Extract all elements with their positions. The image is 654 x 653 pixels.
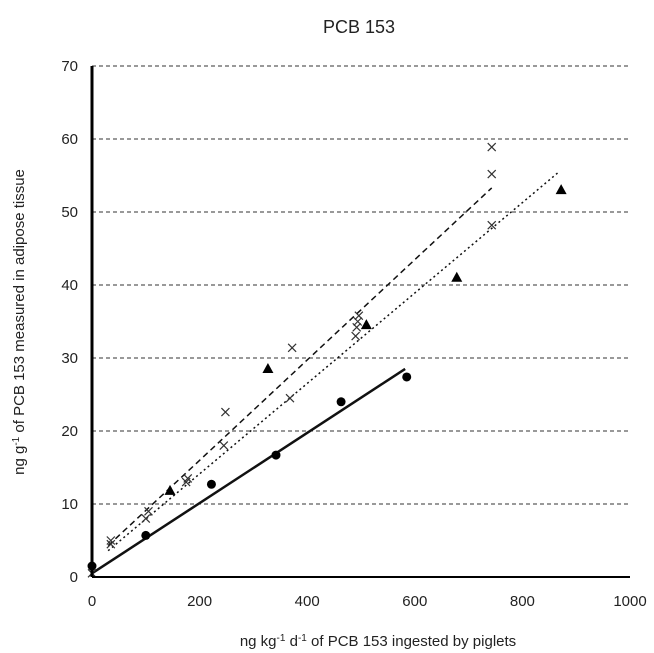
cross-point — [219, 441, 229, 451]
cross-point — [351, 331, 361, 341]
trend-lines — [91, 171, 560, 575]
y-tick-label: 50 — [61, 204, 78, 221]
y-tick-label: 70 — [61, 58, 78, 75]
x-tick-label: 600 — [402, 593, 427, 610]
triangle-point — [555, 184, 567, 195]
cross-point — [487, 142, 497, 152]
triangle-point — [360, 319, 372, 330]
y-axis-label: ng g-1 of PCB 153 measured in adipose ti… — [11, 169, 29, 475]
triangle-point — [451, 271, 463, 282]
circle-point — [141, 530, 151, 540]
x-tick-label: 400 — [295, 593, 320, 610]
x-tick-label: 0 — [88, 593, 96, 610]
cross-point — [183, 474, 193, 483]
trend-line-dashed — [107, 187, 493, 547]
gridlines — [92, 65, 630, 505]
cross-point — [487, 220, 497, 230]
y-tick-label: 0 — [70, 569, 78, 586]
triangle-point — [164, 484, 176, 495]
x-tick-label: 1000 — [613, 593, 646, 610]
trend-line-solid — [91, 367, 406, 575]
y-tick-label: 20 — [61, 423, 78, 440]
circle-point — [336, 397, 346, 407]
circle-point — [402, 372, 412, 382]
y-tick-label: 40 — [61, 277, 78, 294]
cross-point — [354, 311, 364, 321]
trend-line-dotted — [107, 171, 560, 552]
x-tick-labels: 0 200 400 600 800 1000 — [88, 593, 647, 610]
data-points — [87, 142, 567, 578]
x-tick-label: 800 — [510, 593, 535, 610]
cross-point — [141, 514, 151, 524]
triangle-point — [262, 362, 274, 373]
x-axis-label: ng kg-1 d-1 of PCB 153 ingested by pigle… — [240, 633, 516, 651]
cross-point — [220, 407, 230, 417]
y-tick-labels: 0 10 20 30 40 50 60 70 — [61, 58, 78, 586]
circle-point — [271, 450, 281, 460]
cross-point — [487, 169, 497, 179]
chart-title: PCB 153 — [323, 17, 395, 37]
y-tick-label: 60 — [61, 131, 78, 148]
y-tick-label: 10 — [61, 496, 78, 513]
cross-point — [285, 393, 295, 403]
cross-point — [106, 536, 116, 545]
y-tick-label: 30 — [61, 350, 78, 367]
cross-point — [287, 343, 297, 353]
x-tick-label: 200 — [187, 593, 212, 610]
cross-point — [144, 506, 153, 516]
cross-point — [106, 539, 116, 549]
circle-point — [206, 479, 216, 489]
